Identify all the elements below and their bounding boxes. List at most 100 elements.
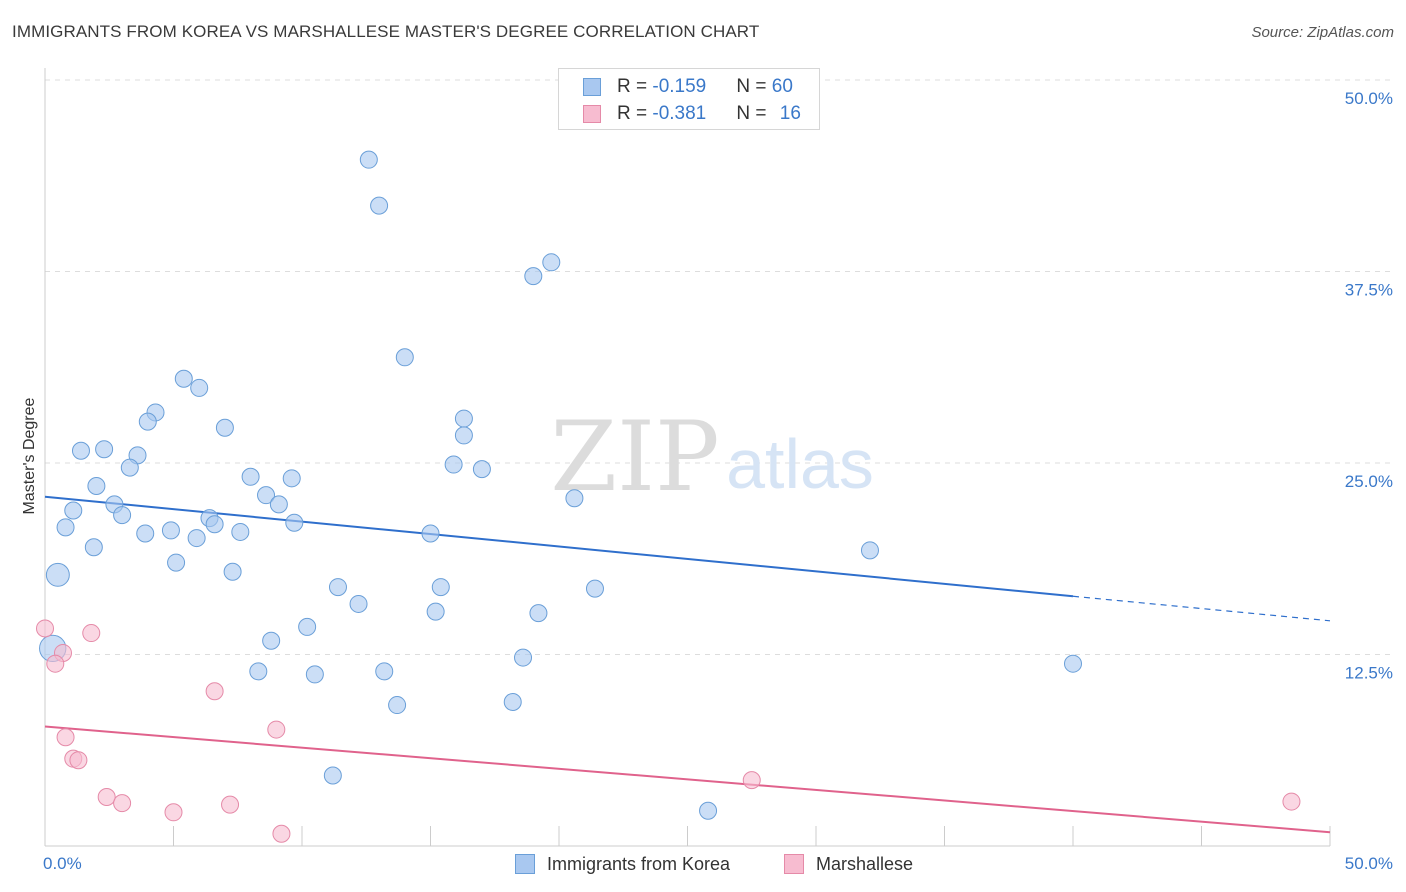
marshallese-point bbox=[113, 794, 132, 813]
korea-point bbox=[524, 267, 543, 286]
watermark-atlas: atlas bbox=[726, 425, 874, 503]
korea-point bbox=[223, 562, 242, 581]
bottom-legend-korea: Immigrants from Korea bbox=[515, 852, 730, 876]
korea-point bbox=[231, 522, 250, 541]
marshallese-point bbox=[46, 654, 65, 673]
korea-point bbox=[370, 196, 389, 215]
bottom-legend-marshallese: Marshallese bbox=[784, 852, 913, 876]
korea-point bbox=[113, 506, 132, 525]
korea-point bbox=[241, 467, 260, 486]
legend-n-value: 16 bbox=[779, 103, 801, 124]
korea-point bbox=[249, 662, 268, 681]
korea-point bbox=[138, 412, 157, 431]
tick-labels: 12.5% 25.0% 37.5% 50.0% 0.0% 50.0% bbox=[43, 89, 1393, 873]
bottom-legend-swatch-marshallese bbox=[784, 854, 804, 874]
korea-point bbox=[282, 469, 301, 488]
korea-point bbox=[472, 460, 491, 479]
marshallese-point bbox=[742, 771, 761, 790]
korea-point bbox=[215, 418, 234, 437]
korea-point bbox=[426, 602, 445, 621]
korea-point bbox=[395, 348, 414, 367]
axes bbox=[44, 68, 1331, 847]
chart-title: IMMIGRANTS FROM KOREA VS MARSHALLESE MAS… bbox=[12, 22, 760, 41]
marshallese-point bbox=[97, 787, 116, 806]
korea-point bbox=[285, 513, 304, 532]
marshallese-point bbox=[1282, 792, 1301, 811]
correlation-legend: R = -0.159 N = 60 R = -0.381 N = 16 bbox=[558, 68, 820, 130]
korea-point bbox=[454, 409, 473, 428]
y-tick-label: 12.5% bbox=[1345, 664, 1393, 683]
korea-point bbox=[860, 541, 879, 560]
legend-row-marshallese: R = -0.381 N = 16 bbox=[583, 102, 801, 126]
korea-point bbox=[64, 501, 83, 520]
korea-point bbox=[444, 455, 463, 474]
legend-n-label: N = bbox=[736, 76, 772, 97]
y-tick-label: 37.5% bbox=[1345, 281, 1393, 300]
trend-lines bbox=[44, 495, 1331, 834]
korea-point bbox=[298, 617, 317, 636]
korea-point bbox=[328, 578, 347, 597]
korea-point bbox=[1064, 654, 1082, 673]
marshallese-point bbox=[221, 795, 240, 814]
source-label: Source: ZipAtlas.com bbox=[1251, 24, 1394, 41]
marshallese-point bbox=[56, 728, 75, 747]
korea-point bbox=[190, 378, 209, 397]
korea-point bbox=[388, 696, 407, 715]
korea-point bbox=[269, 495, 288, 514]
legend-swatch-marshallese bbox=[583, 105, 601, 123]
korea-point bbox=[542, 253, 561, 272]
korea-point bbox=[565, 489, 584, 508]
legend-n-label: N = bbox=[736, 103, 772, 124]
marshallese-point bbox=[82, 624, 101, 643]
legend-swatch-korea bbox=[583, 78, 601, 96]
korea-point bbox=[359, 150, 378, 169]
marshallese-point bbox=[69, 751, 88, 770]
korea-point bbox=[45, 562, 70, 587]
marshallese-point bbox=[272, 824, 291, 843]
korea-point bbox=[187, 529, 206, 548]
korea-point bbox=[503, 692, 522, 711]
y-tick-label: 50.0% bbox=[1345, 89, 1393, 108]
korea-trend-extension bbox=[1072, 595, 1331, 622]
korea-point bbox=[262, 631, 281, 650]
y-axis-label: Master's Degree bbox=[21, 397, 38, 514]
bottom-legend-swatch-korea bbox=[515, 854, 535, 874]
legend-r-value: -0.159 bbox=[652, 76, 707, 97]
korea-point bbox=[174, 369, 193, 388]
gridlines bbox=[45, 79, 1395, 655]
korea-point bbox=[167, 553, 186, 572]
marshallese-point bbox=[36, 619, 54, 638]
legend-r-label: R = bbox=[617, 76, 653, 97]
legend-row-korea: R = -0.159 N = 60 bbox=[583, 75, 793, 99]
korea-point bbox=[161, 521, 180, 540]
x-tick-label: 50.0% bbox=[1345, 854, 1393, 873]
korea-point bbox=[421, 524, 440, 543]
korea-point bbox=[375, 662, 394, 681]
legend-r-label: R = bbox=[617, 103, 653, 124]
korea-point bbox=[87, 476, 106, 495]
korea-point bbox=[514, 648, 533, 667]
marshallese-trend-line bbox=[44, 725, 1331, 834]
bottom-legend-label-korea: Immigrants from Korea bbox=[547, 853, 731, 874]
korea-point bbox=[305, 665, 324, 684]
korea-point bbox=[529, 604, 548, 623]
korea-point bbox=[323, 766, 342, 785]
korea-point bbox=[699, 801, 718, 820]
legend-r-value: -0.381 bbox=[652, 103, 707, 124]
korea-point bbox=[84, 538, 103, 557]
korea-point bbox=[585, 579, 604, 598]
korea-point bbox=[95, 440, 114, 459]
marshallese-point bbox=[267, 720, 286, 739]
korea-point bbox=[349, 594, 368, 613]
legend-n-value: 60 bbox=[771, 76, 793, 97]
data-points bbox=[36, 150, 1301, 843]
marshallese-point bbox=[164, 803, 183, 822]
y-tick-label: 25.0% bbox=[1345, 472, 1393, 491]
bottom-legend-label-marshallese: Marshallese bbox=[816, 853, 914, 874]
korea-point bbox=[257, 486, 276, 505]
korea-point bbox=[431, 578, 450, 597]
korea-point bbox=[205, 515, 224, 534]
korea-point bbox=[71, 441, 90, 460]
korea-point bbox=[56, 518, 75, 537]
korea-point bbox=[120, 458, 139, 477]
